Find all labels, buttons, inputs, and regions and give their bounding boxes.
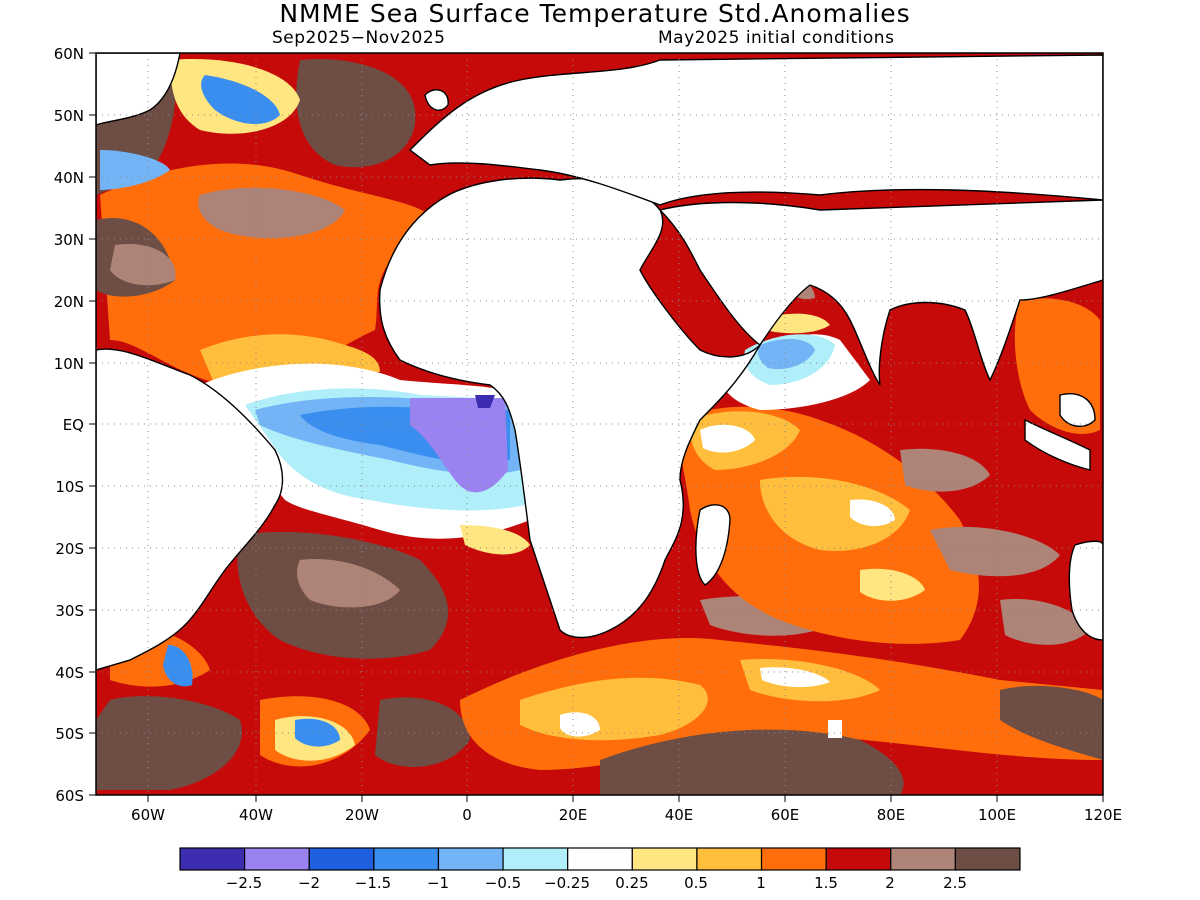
lat-label: 40N bbox=[54, 169, 84, 187]
eq-purple bbox=[410, 398, 508, 493]
lon-label: 60E bbox=[771, 806, 800, 824]
indonesia bbox=[1024, 418, 1091, 471]
colorbar-swatch bbox=[954, 847, 1021, 871]
lon-label: 60W bbox=[131, 806, 165, 824]
colorbar-label: −2 bbox=[298, 874, 320, 892]
lat-label: 40S bbox=[55, 664, 84, 682]
lon-label: 20E bbox=[559, 806, 588, 824]
so-brown-big bbox=[600, 729, 904, 795]
colorbar-label: 1 bbox=[756, 874, 766, 892]
io-white-2 bbox=[850, 499, 895, 527]
lat-label: 10S bbox=[55, 478, 84, 496]
bay-bengal bbox=[890, 303, 980, 419]
eq-yellow bbox=[460, 525, 530, 555]
colorbar-labels: −2.5 −2 −1.5 −1 −0.5 −0.25 0.25 0.5 1 1.… bbox=[226, 874, 967, 892]
lat-label: 20S bbox=[55, 540, 84, 558]
colorbar-swatch bbox=[890, 847, 956, 871]
so-white bbox=[560, 712, 600, 737]
na-rose-2 bbox=[110, 244, 176, 286]
so-white-3 bbox=[828, 720, 842, 738]
colorbar-label: −1 bbox=[427, 874, 449, 892]
colorbar-swatch bbox=[244, 847, 310, 871]
europe-north bbox=[408, 54, 1103, 206]
lon-label: 0 bbox=[462, 806, 472, 824]
colorbar-label: −0.25 bbox=[544, 874, 590, 892]
lon-label: 40E bbox=[665, 806, 694, 824]
colorbar-swatch bbox=[760, 847, 827, 871]
land bbox=[96, 53, 1103, 671]
colorbar-label: −1.5 bbox=[355, 874, 391, 892]
io-brown-1 bbox=[900, 448, 990, 492]
australia bbox=[1068, 540, 1103, 641]
na-brown-3 bbox=[296, 59, 416, 168]
lat-label: 10N bbox=[54, 355, 84, 373]
south-america bbox=[96, 348, 284, 671]
lat-label: EQ bbox=[63, 416, 84, 434]
lat-label: 50N bbox=[54, 107, 84, 125]
forecast-period: Sep2025−Nov2025 bbox=[272, 28, 446, 48]
na-blue-2 bbox=[100, 150, 170, 190]
north-america bbox=[96, 53, 181, 126]
colorbar-swatch bbox=[437, 847, 504, 871]
sa-rose bbox=[297, 559, 400, 608]
colorbar-swatch bbox=[308, 847, 375, 871]
colorbar-swatch bbox=[567, 847, 633, 871]
na-orange bbox=[100, 163, 430, 385]
io-brown-3 bbox=[1000, 599, 1090, 645]
io-cold-b bbox=[758, 338, 815, 370]
lat-label: 20N bbox=[54, 293, 84, 311]
io-yellow-2 bbox=[760, 476, 910, 551]
colorbar-label: 1.5 bbox=[814, 874, 838, 892]
colorbar-swatch bbox=[825, 847, 892, 871]
lon-label: 20W bbox=[345, 806, 379, 824]
map-title: NMME Sea Surface Temperature Std.Anomali… bbox=[279, 0, 911, 28]
io-white bbox=[700, 424, 755, 453]
colorbar-swatch bbox=[696, 847, 763, 871]
tick-marks bbox=[89, 52, 1104, 802]
na-blue bbox=[201, 75, 280, 125]
latitude-labels: 60N 50N 40N 30N 20N 10N EQ 10S 20S 30S 4… bbox=[54, 45, 84, 805]
lat-label: 50S bbox=[55, 725, 84, 743]
so-white-2 bbox=[760, 667, 830, 688]
colorbar-swatch bbox=[631, 847, 698, 871]
lat-label: 60S bbox=[55, 787, 84, 805]
sa-brown-3 bbox=[375, 697, 470, 767]
colorbar-swatch bbox=[373, 847, 440, 871]
so-brown-2 bbox=[1000, 685, 1103, 760]
uk bbox=[424, 89, 449, 111]
lon-label: 80E bbox=[877, 806, 906, 824]
colorbar-label: −2.5 bbox=[226, 874, 262, 892]
sa-brown-2 bbox=[96, 696, 242, 790]
borneo bbox=[1059, 393, 1096, 427]
sa-blue-2 bbox=[163, 645, 193, 687]
colorbar-swatch bbox=[179, 847, 246, 871]
colorbar-label: 0.25 bbox=[615, 874, 648, 892]
lon-label: 120E bbox=[1084, 806, 1122, 824]
lon-label: 100E bbox=[978, 806, 1016, 824]
colorbar bbox=[179, 847, 1021, 871]
arabia-india-asia bbox=[658, 199, 1103, 386]
colorbar-label: 2 bbox=[885, 874, 895, 892]
io-yellow-3 bbox=[860, 568, 925, 601]
sa-blue bbox=[295, 718, 340, 747]
lon-label: 40W bbox=[239, 806, 273, 824]
longitude-labels: 60W 40W 20W 0 20E 40E 60E 80E 100E 120E bbox=[131, 806, 1122, 824]
madagascar bbox=[695, 504, 731, 586]
initial-conditions: May2025 initial conditions bbox=[658, 28, 895, 48]
eq-darkpurple bbox=[475, 395, 495, 408]
lat-label: 60N bbox=[54, 45, 84, 63]
na-rose bbox=[198, 187, 345, 239]
lat-label: 30N bbox=[54, 231, 84, 249]
colorbar-swatch bbox=[502, 847, 569, 871]
lat-label: 30S bbox=[55, 602, 84, 620]
colorbar-label: 2.5 bbox=[943, 874, 967, 892]
colorbar-label: 0.5 bbox=[684, 874, 708, 892]
gridlines bbox=[96, 53, 1103, 795]
io-brown-2 bbox=[930, 526, 1060, 577]
colorbar-label: −0.5 bbox=[485, 874, 521, 892]
